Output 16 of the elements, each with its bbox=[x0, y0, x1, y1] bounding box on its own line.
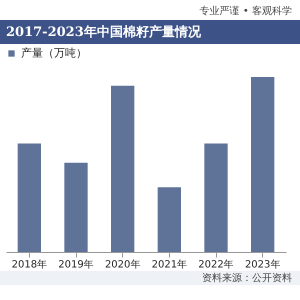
text: 专业严谨 • 客观科学 bbox=[198, 4, 293, 19]
chart-title: 2017-2023年中国棉籽产量情况 bbox=[0, 20, 300, 44]
legend-label: 产量（万吨） bbox=[21, 46, 87, 60]
bar bbox=[64, 162, 88, 252]
x-tick-label: 2022年 bbox=[198, 258, 234, 270]
bar bbox=[158, 187, 181, 252]
x-tick-label: 2020年 bbox=[104, 258, 140, 270]
bar bbox=[111, 86, 134, 252]
text: 资料来源：公开资料 bbox=[0, 271, 300, 285]
x-tick-label: 2023年 bbox=[244, 258, 280, 270]
x-tick-label: 2021年 bbox=[152, 258, 188, 270]
bar bbox=[204, 144, 228, 252]
x-tick-label: 2018年 bbox=[12, 258, 48, 270]
x-tick-label: 2019年 bbox=[58, 258, 94, 270]
bar bbox=[251, 77, 274, 252]
bar bbox=[18, 144, 41, 252]
